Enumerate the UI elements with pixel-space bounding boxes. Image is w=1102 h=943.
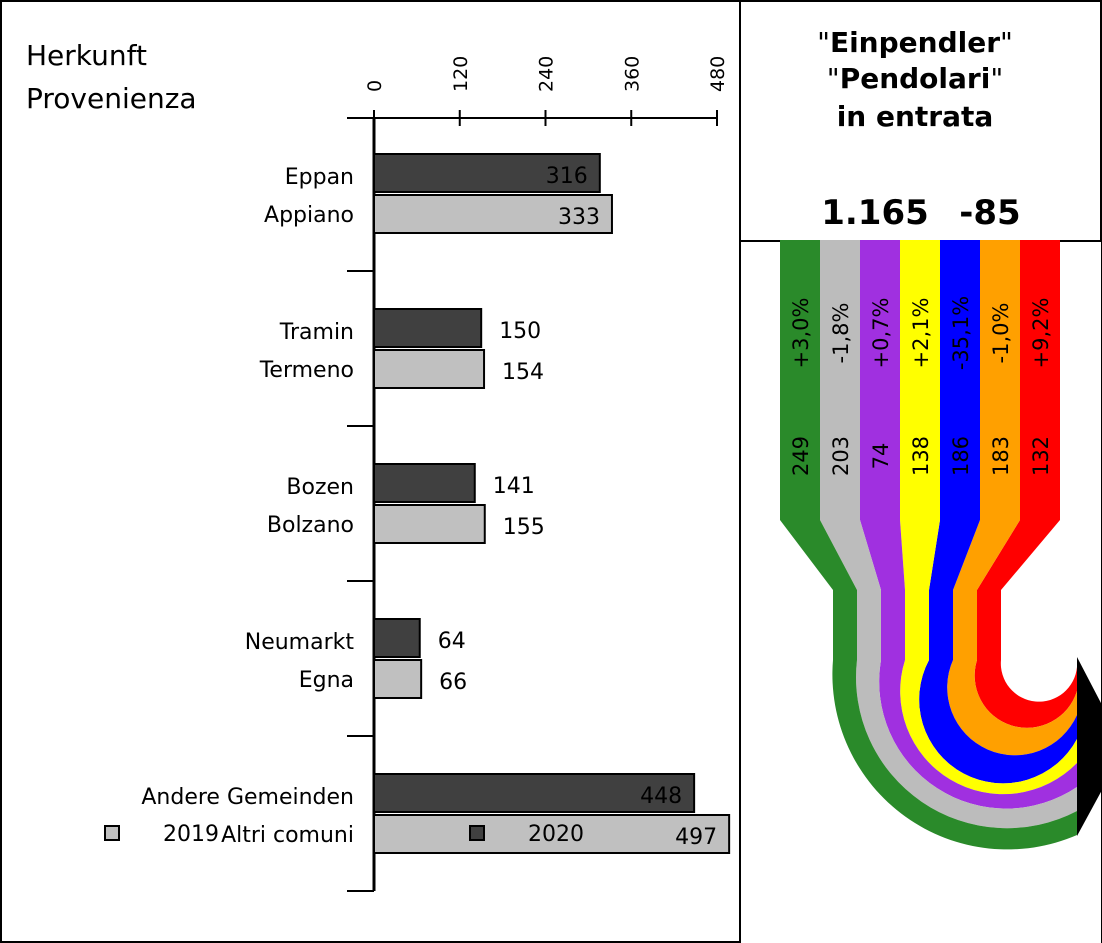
summary-change: -85 [959,193,1020,233]
bar-2020 [373,308,483,348]
summary-line-3: in entrata [837,100,994,133]
category-label: Andere Gemeinden [141,785,354,810]
title-line-1: Herkunft [26,39,147,72]
flow-band-value: 183 [989,436,1013,476]
summary-box [739,0,1102,242]
flow-band-value: 249 [789,436,813,476]
category-label: Eppan [285,165,354,190]
chart-legend: 2019 2020 [104,822,584,847]
bar-2019 [373,504,486,544]
flow-arrow-head [1077,657,1102,836]
title-line-2: Provenienza [26,82,197,115]
summary-total: 1.165 [821,193,929,233]
flow-band-change: -35,1% [949,296,973,370]
bar-2019 [373,349,486,389]
legend-swatch-2020 [469,825,485,841]
bar-2019 [373,194,613,234]
x-tick-label: 120 [450,56,472,92]
flow-band-change: -1,8% [829,303,853,364]
category-label: Bozen [286,475,354,500]
flow-band [820,240,1077,829]
flow-band-value: 132 [1029,436,1053,476]
bar-2020 [373,153,601,193]
category-label: Egna [299,668,354,693]
bar-value-label: 141 [493,474,535,499]
flow-band [947,240,1077,756]
flow-band [860,240,1077,809]
bar-value-label: 316 [546,164,588,189]
category-label: Neumarkt [245,630,355,655]
bar-value-label: 497 [675,825,717,850]
legend-swatch-2019 [104,825,120,841]
flow-band [780,240,1077,850]
flow-diagram: +3,0% 249 -1,8% 203 +0,7% 74 +2,1% 138 -35,1% 186… [780,240,1102,850]
x-tick-label: 0 [364,80,386,92]
flow-band [919,240,1077,784]
bar-2019 [373,659,423,699]
flow-band [900,240,1077,795]
bar-value-label: 333 [558,205,600,230]
legend-label-2019: 2019 [163,822,219,847]
bar-value-label: 155 [503,515,545,540]
flow-band-value: 186 [949,436,973,476]
category-label: Bolzano [267,513,354,538]
summary-line-2: "Pendolari" [827,62,1003,95]
bar-2019 [373,814,731,854]
flow-band-value: 203 [829,436,853,476]
x-tick-label: 360 [621,56,643,92]
flow-band-change: +3,0% [789,298,813,369]
flow-band-value: 74 [869,443,893,470]
flow-band-change: +2,1% [909,298,933,369]
summary-line-1: "Einpendler" [817,26,1013,59]
bar-value-label: 448 [640,784,682,809]
bar-2020 [373,618,421,658]
bar-value-label: 150 [499,319,541,344]
bar-value-label: 154 [502,360,544,385]
flow-band-value: 138 [909,436,933,476]
category-label: Tramin [279,320,354,345]
x-tick-label: 240 [536,56,558,92]
category-label: Altri comuni [221,823,354,848]
chart-bars: Eppan Appiano 316 333 Tramin Termeno 150 154 Boz… [141,153,731,854]
bar-2020 [373,773,696,813]
bar-2020 [373,463,476,503]
bar-value-label: 66 [439,670,467,695]
x-tick-label: 480 [707,56,729,92]
flow-band-change: -1,0% [989,303,1013,364]
bar-value-label: 64 [438,629,466,654]
flow-band [974,240,1077,728]
category-label: Appiano [264,203,354,228]
flow-band-change: +9,2% [1029,298,1053,369]
legend-label-2020: 2020 [528,822,584,847]
category-label: Termeno [259,358,354,383]
flow-band-change: +0,7% [869,298,893,369]
